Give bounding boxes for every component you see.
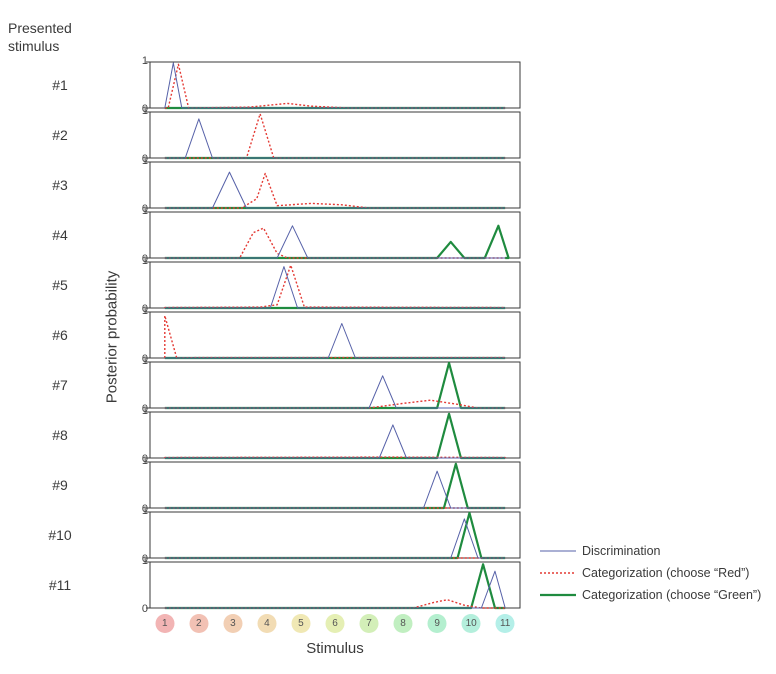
- row-label: #2: [30, 127, 90, 143]
- ytick: 1: [136, 105, 148, 117]
- panel-plot: [150, 62, 520, 108]
- panel-plot: [150, 412, 520, 458]
- ytick: 1: [136, 505, 148, 517]
- row-label: #6: [30, 327, 90, 343]
- series-cat_green: [165, 363, 505, 408]
- series-cat_green: [165, 226, 509, 258]
- series-cat_red: [165, 600, 505, 608]
- panel: 10: [150, 112, 520, 158]
- row-label: #3: [30, 177, 90, 193]
- panel: 10: [150, 62, 520, 108]
- series-discrimination: [165, 63, 505, 108]
- series-cat_green: [165, 464, 505, 508]
- ytick: 1: [136, 555, 148, 567]
- panel-plot: [150, 262, 520, 308]
- legend-swatch: [540, 563, 576, 583]
- panel: 10: [150, 362, 520, 408]
- stimulus-dot: 7: [360, 614, 379, 633]
- legend-label: Categorization (choose “Red”): [582, 566, 749, 580]
- stimulus-dot: 11: [496, 614, 515, 633]
- stimulus-dot: 10: [462, 614, 481, 633]
- panel: 10: [150, 562, 520, 608]
- figure: Presented stimulus Posterior probability…: [0, 0, 776, 674]
- panel-plot: [150, 562, 520, 608]
- stimulus-dot: 9: [428, 614, 447, 633]
- panel-plot: [150, 212, 520, 258]
- panel: 10: [150, 412, 520, 458]
- stimulus-dot: 3: [223, 614, 242, 633]
- ytick: 1: [136, 55, 148, 67]
- series-cat_red: [165, 174, 505, 209]
- panel-plot: [150, 112, 520, 158]
- series-cat_red: [165, 316, 505, 358]
- panel: 10: [150, 462, 520, 508]
- series-discrimination: [165, 119, 505, 158]
- series-discrimination: [165, 172, 505, 208]
- panel: 10: [150, 512, 520, 558]
- series-discrimination: [165, 571, 505, 608]
- ytick: 1: [136, 255, 148, 267]
- row-label: #4: [30, 227, 90, 243]
- series-cat_red: [165, 265, 505, 308]
- series-cat_red: [165, 114, 505, 158]
- series-cat_red: [165, 64, 505, 108]
- legend-swatch: [540, 541, 576, 561]
- series-discrimination: [165, 226, 505, 258]
- ytick: 1: [136, 155, 148, 167]
- ytick: 1: [136, 305, 148, 317]
- series-cat_red: [165, 228, 505, 258]
- stimulus-dot: 8: [394, 614, 413, 633]
- series-cat_green: [165, 414, 505, 458]
- panel: 10: [150, 162, 520, 208]
- legend-item: Categorization (choose “Red”): [540, 562, 761, 584]
- panel-plot: [150, 312, 520, 358]
- ytick: 1: [136, 205, 148, 217]
- row-label: #5: [30, 277, 90, 293]
- series-discrimination: [165, 267, 505, 308]
- series-discrimination: [165, 519, 505, 558]
- x-axis-title: Stimulus: [150, 640, 520, 657]
- row-label: #10: [30, 527, 90, 543]
- panel: 10: [150, 212, 520, 258]
- legend-item: Discrimination: [540, 540, 761, 562]
- legend-label: Categorization (choose “Green”): [582, 588, 761, 602]
- y-axis-title: Posterior probability: [104, 271, 121, 404]
- stimulus-dot: 5: [291, 614, 310, 633]
- panel: 10: [150, 312, 520, 358]
- series-cat_green: [165, 513, 505, 558]
- row-label: #11: [30, 577, 90, 593]
- stimulus-dot: 2: [189, 614, 208, 633]
- panel-plot: [150, 462, 520, 508]
- ytick: 1: [136, 355, 148, 367]
- series-discrimination: [165, 324, 505, 359]
- ytick: 0: [136, 603, 148, 615]
- legend-item: Categorization (choose “Green”): [540, 584, 761, 606]
- row-label: #9: [30, 477, 90, 493]
- panel-plot: [150, 512, 520, 558]
- legend-label: Discrimination: [582, 544, 661, 558]
- stimulus-dot: 1: [155, 614, 174, 633]
- ytick: 1: [136, 405, 148, 417]
- legend-swatch: [540, 585, 576, 605]
- panel-plot: [150, 162, 520, 208]
- row-label: #8: [30, 427, 90, 443]
- panel: 10: [150, 262, 520, 308]
- row-label: #1: [30, 77, 90, 93]
- panels-container: 1010101010101010101010: [150, 62, 520, 612]
- legend: Discrimination Categorization (choose “Re…: [540, 540, 761, 606]
- ytick: 1: [136, 455, 148, 467]
- stimulus-dot: 4: [257, 614, 276, 633]
- stimulus-dot: 6: [326, 614, 345, 633]
- series-cat_red: [165, 400, 505, 408]
- column-title: Presented stimulus: [8, 20, 72, 55]
- series-discrimination: [165, 471, 505, 508]
- row-label: #7: [30, 377, 90, 393]
- panel-plot: [150, 362, 520, 408]
- series-cat_green: [165, 564, 505, 608]
